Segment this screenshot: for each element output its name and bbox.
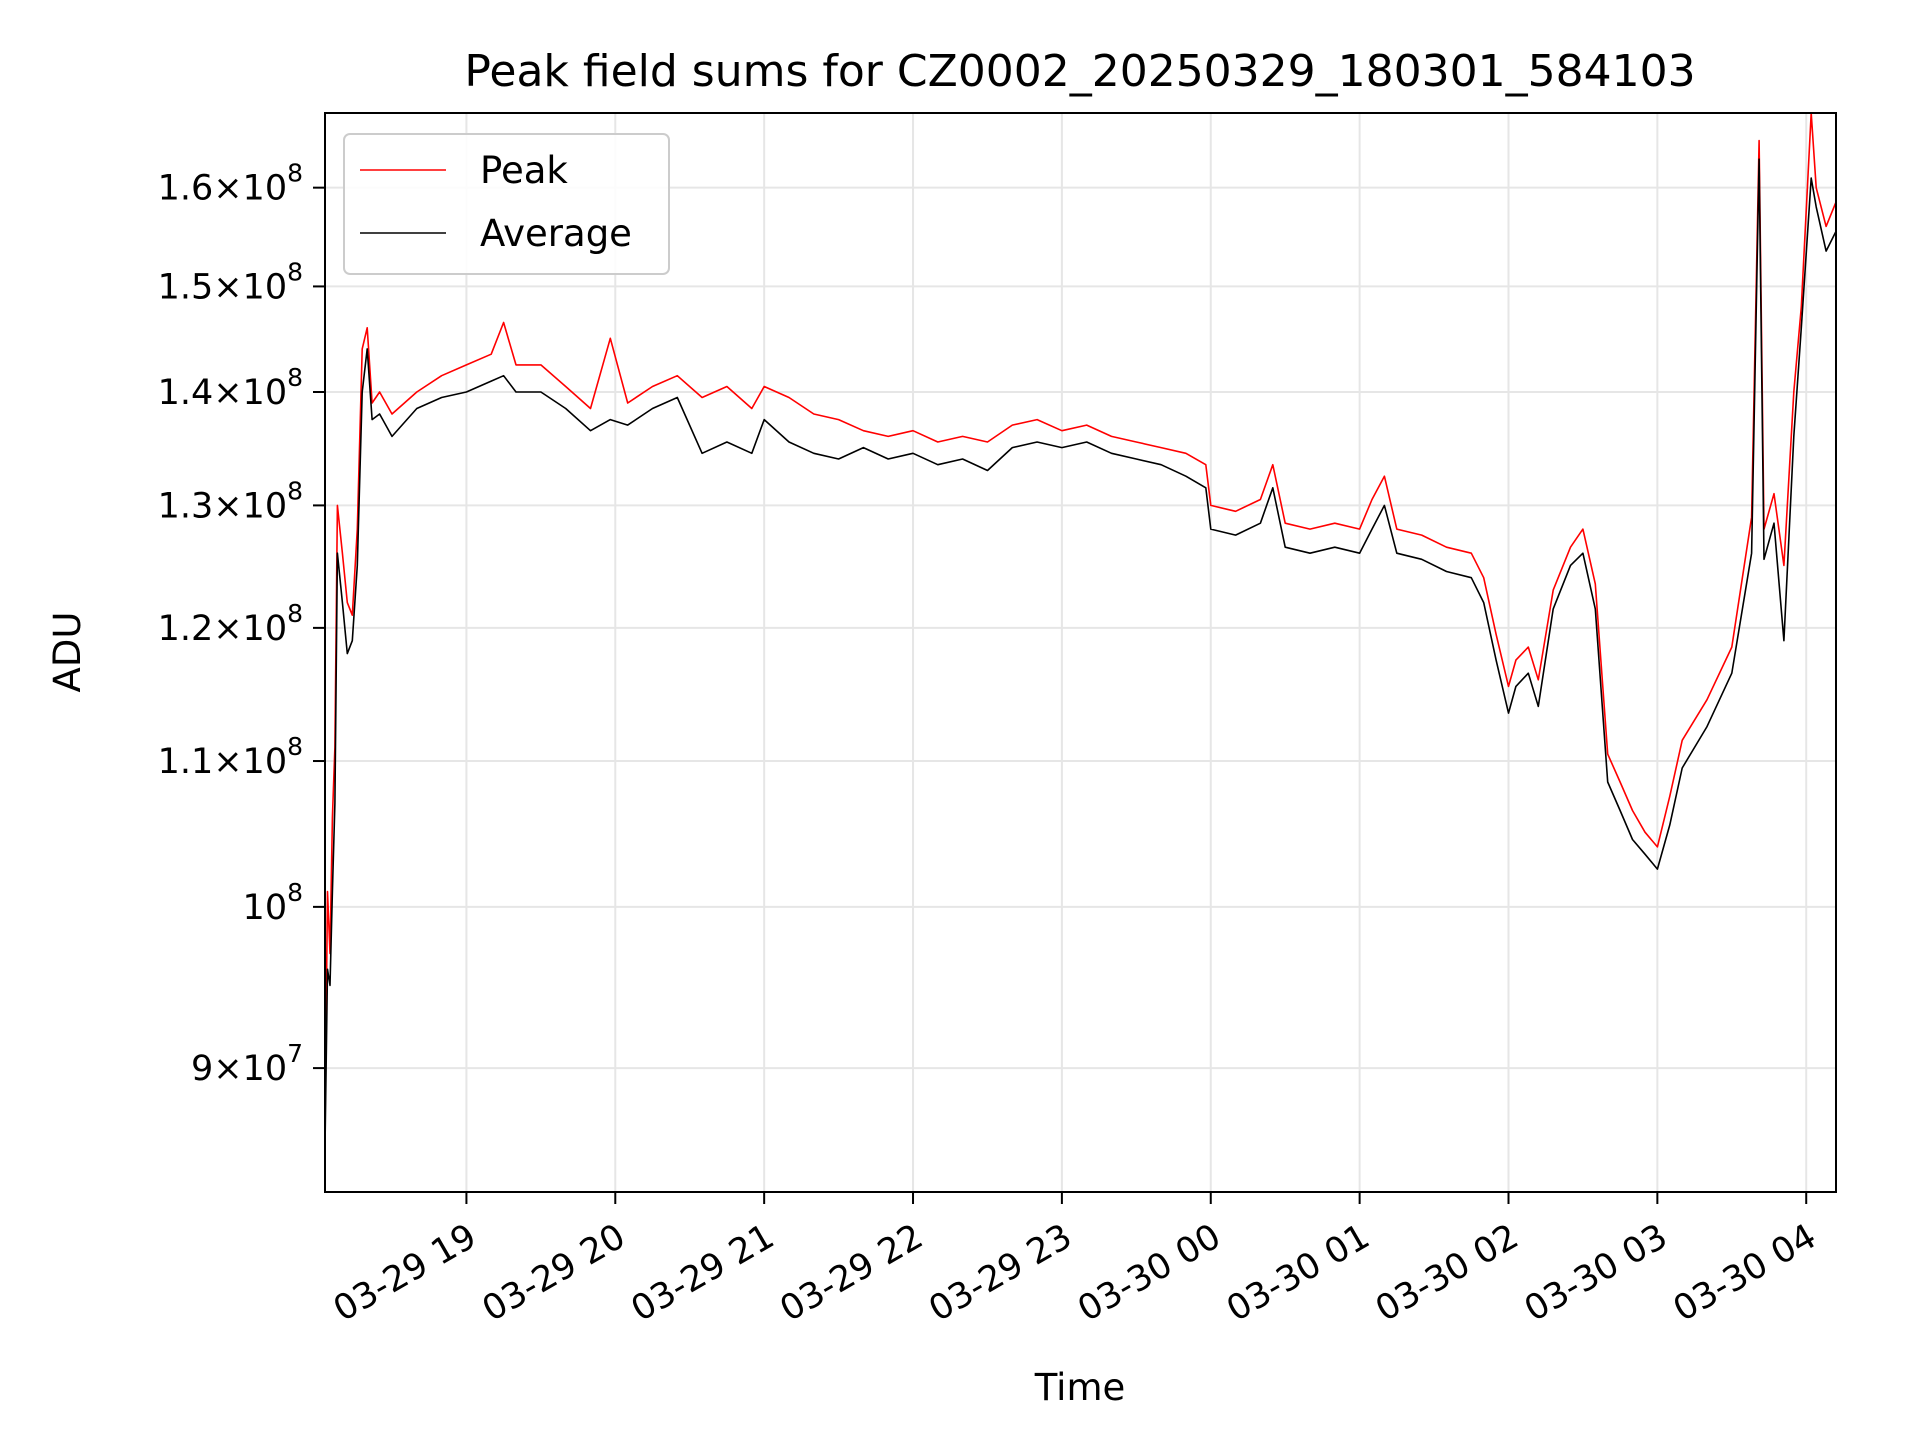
plot-frame [324, 112, 1837, 1193]
legend-box [343, 133, 670, 275]
x-gridlines [465, 113, 1808, 1192]
y-tick-label: 1.3×108 [158, 476, 303, 526]
x-axis-label: Time [1034, 1366, 1126, 1409]
y-tick-label: 1.4×108 [158, 363, 303, 413]
legend: Peak Average [343, 133, 670, 275]
y-tick-label: 1.2×108 [158, 599, 303, 649]
chart-title: Peak field sums for CZ0002_20250329_1803… [464, 46, 1695, 97]
y-tick-label: 9×107 [191, 1039, 303, 1089]
legend-label-peak: Peak [480, 149, 568, 192]
series-line-average [325, 158, 1836, 1147]
y-tick-label: 1.1×108 [158, 732, 303, 782]
y-tick-label: 1.5×108 [158, 257, 303, 307]
series-layer [325, 113, 1836, 1147]
y-axis-label: ADU [46, 612, 89, 693]
legend-label-average: Average [480, 212, 632, 255]
y-gridlines [325, 186, 1836, 1070]
series-line-peak [325, 113, 1836, 1129]
y-axis-ticks: 9×107 108 1.1×108 1.2×108 1.3×108 1.4×108 1.5×… [158, 159, 325, 1089]
y-tick-label: 108 [243, 878, 303, 928]
y-tick-label: 1.6×108 [158, 159, 303, 209]
